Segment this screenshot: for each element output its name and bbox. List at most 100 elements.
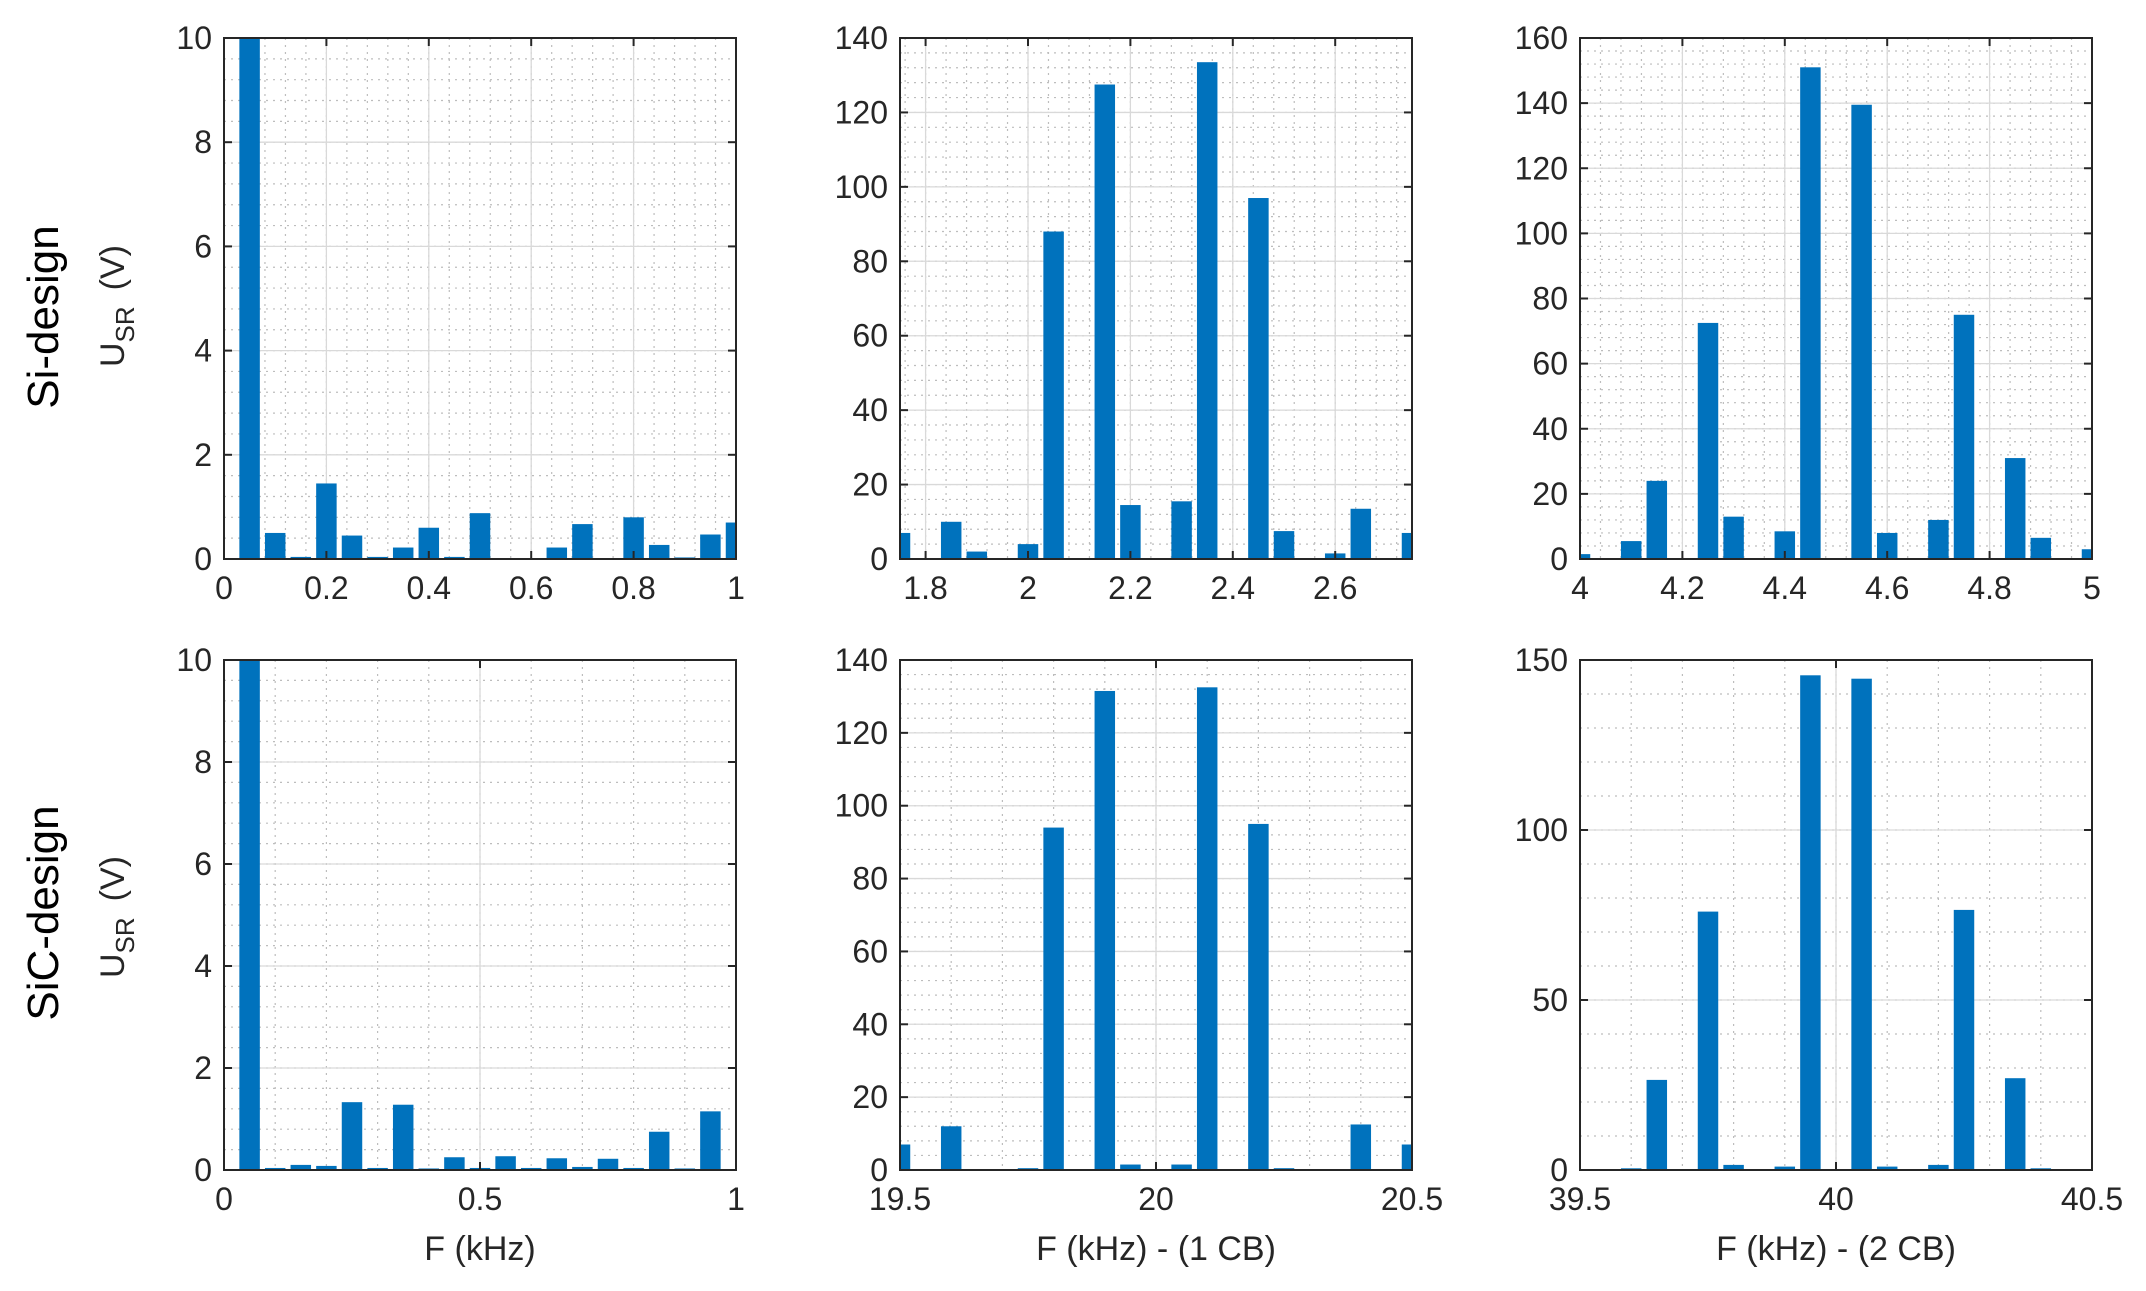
x-tick-label: 0.4 — [407, 570, 451, 606]
x-tick-label: 4 — [1571, 570, 1589, 606]
x-axis-label: F (kHz) - (2 CB) — [1716, 1230, 1956, 1268]
y-tick-label: 120 — [835, 715, 888, 751]
bars — [1620, 675, 2052, 1170]
bar — [1196, 62, 1218, 559]
x-tick-label: 4.2 — [1660, 570, 1704, 606]
bar — [239, 660, 260, 1170]
bar — [623, 517, 644, 559]
bar — [444, 556, 465, 559]
x-tick-label: 39.5 — [1549, 1181, 1611, 1217]
axes-box — [223, 37, 737, 560]
ylabel-main: U — [94, 953, 132, 978]
bar — [1928, 1164, 1949, 1170]
x-tick-label: 0 — [215, 570, 233, 606]
x-axis-label: F (kHz) - (1 CB) — [1036, 1230, 1276, 1268]
y-tick-label: 60 — [852, 318, 888, 354]
bar — [1248, 823, 1269, 1170]
chart-panel-sic-2cb: 39.5 40 40.5 0 50 100 150 F (kHz) - (2 CB) — [1515, 642, 2124, 1268]
row-label-sic: SiC-design — [19, 805, 68, 1020]
y-tick-label: 60 — [1532, 346, 1568, 382]
y-tick-label: 20 — [1532, 476, 1568, 512]
x-tick-label: 1 — [727, 570, 745, 606]
bar — [392, 1104, 414, 1170]
y-tick-label: 0 — [194, 541, 212, 577]
bar — [648, 544, 670, 559]
y-tick-label: 10 — [176, 20, 212, 56]
bar — [264, 532, 286, 559]
y-tick-label: 20 — [852, 467, 888, 503]
chart-panel-si-2cb: 4 4.2 4.4 4.6 4.8 5 0 20 40 60 80 100 120 140 160 — [1515, 20, 2101, 606]
bars — [900, 687, 1412, 1170]
x-tick-label: 1 — [727, 1181, 745, 1217]
bar — [290, 1164, 312, 1170]
bar — [623, 1167, 644, 1170]
y-tick-label: 100 — [835, 169, 888, 205]
bar — [1620, 541, 1642, 559]
bar — [572, 1166, 593, 1170]
bar — [546, 547, 568, 559]
x-tick-label: 0.6 — [509, 570, 553, 606]
y-tick-label: 100 — [1515, 215, 1568, 251]
bar — [367, 1167, 388, 1170]
bar — [1928, 519, 1949, 559]
bar — [1196, 687, 1218, 1170]
y-tick-label: 40 — [852, 1006, 888, 1042]
x-tick-label: 0.2 — [304, 570, 348, 606]
y-tick-label: 0 — [870, 541, 888, 577]
bar — [264, 1167, 286, 1170]
bar — [1774, 531, 1796, 559]
bar — [290, 556, 312, 559]
bar — [1723, 1164, 1744, 1170]
x-tick-label: 0.8 — [611, 570, 655, 606]
bar — [418, 527, 440, 559]
bar — [316, 483, 337, 559]
x-tick-label: 0.5 — [458, 1181, 502, 1217]
x-tick-label: 0 — [215, 1181, 233, 1217]
bar — [940, 521, 962, 559]
x-tick-label: 2.4 — [1211, 570, 1255, 606]
bar — [546, 1158, 568, 1170]
bar — [1774, 1166, 1796, 1170]
bar — [341, 1102, 363, 1170]
bar — [1851, 678, 1872, 1170]
bar — [1273, 531, 1295, 559]
y-tick-label: 6 — [194, 228, 212, 264]
y-tick-label: 0 — [1550, 541, 1568, 577]
y-tick-label: 80 — [852, 243, 888, 279]
x-tick-label: 2.2 — [1108, 570, 1152, 606]
svg-text:USR(V): USR (V) — [94, 245, 140, 367]
x-tick-label: 20.5 — [1381, 1181, 1443, 1217]
y-tick-label: 120 — [835, 94, 888, 130]
y-tick-label: 160 — [1515, 20, 1568, 56]
bar — [940, 1126, 962, 1170]
bar — [2004, 458, 2026, 559]
x-tick-label: 2 — [1019, 570, 1037, 606]
bar — [2004, 1078, 2026, 1170]
bar — [520, 1167, 542, 1170]
bar — [2081, 549, 2092, 559]
axes-box — [899, 37, 1413, 560]
bars — [1580, 67, 2092, 559]
y-tick-label: 40 — [852, 392, 888, 428]
bar — [1723, 516, 1744, 559]
chart-panel-sic-1cb: 19.5 20 20.5 0 20 40 60 80 100 120 140 F (kHz) - (1… — [835, 642, 1444, 1268]
bar — [239, 38, 260, 559]
bar — [316, 1165, 337, 1170]
bar — [725, 522, 736, 559]
chart-panel-si-1cb: 1.8 2 2.2 2.4 2.6 0 20 40 60 80 100 120 140 — [835, 20, 1413, 606]
bar — [1043, 231, 1064, 559]
bar — [1350, 508, 1372, 559]
y-tick-label: 150 — [1515, 642, 1568, 678]
bar — [1401, 532, 1412, 559]
y-tick-label: 100 — [835, 788, 888, 824]
bars — [900, 62, 1412, 559]
x-tick-label: 2.6 — [1313, 570, 1357, 606]
bar — [1953, 909, 1975, 1170]
y-tick-label: 140 — [835, 642, 888, 678]
y-tick-label: 140 — [1515, 85, 1568, 121]
bar — [469, 513, 491, 559]
y-tick-label: 4 — [194, 948, 212, 984]
grid — [223, 37, 737, 560]
y-tick-label: 60 — [852, 933, 888, 969]
